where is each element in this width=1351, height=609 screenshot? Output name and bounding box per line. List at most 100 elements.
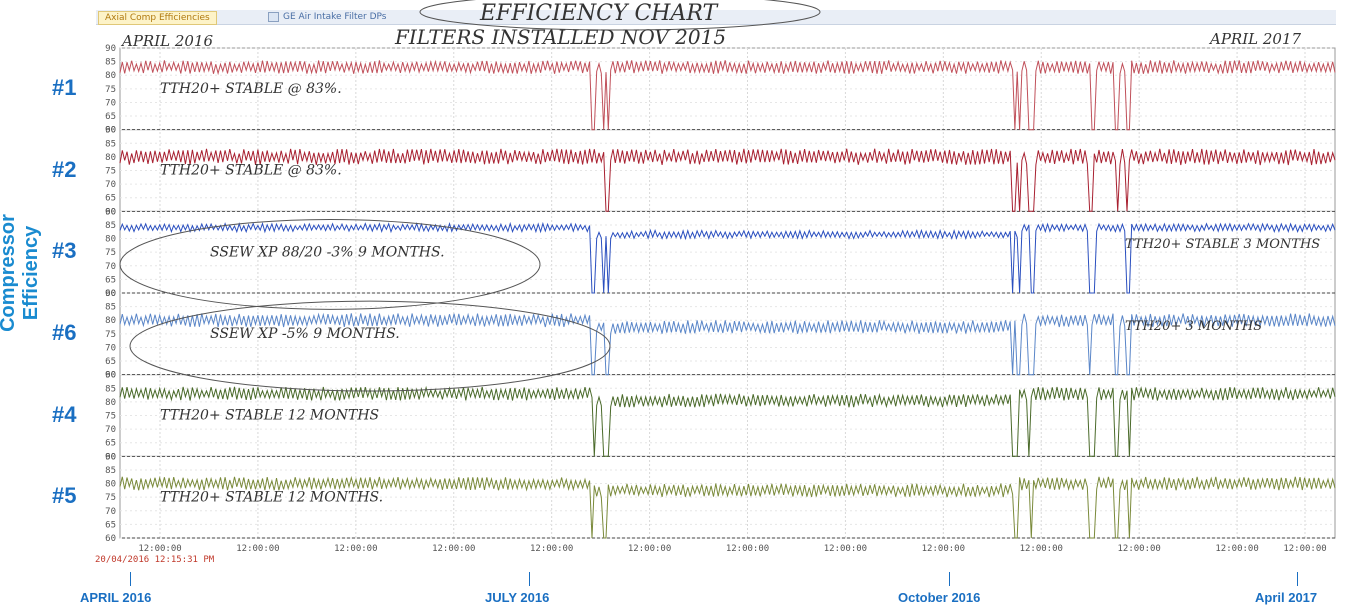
y-tick-label: 85 (105, 303, 116, 313)
x-tick-label: 12:00:00 (824, 544, 867, 554)
y-tick-label: 80 (105, 480, 116, 490)
bottom-tick (1297, 572, 1298, 586)
annotation-right: TTH20+ 3 MONTHS (1125, 319, 1262, 334)
y-tick-label: 60 (105, 289, 116, 299)
y-tick-label: 75 (105, 248, 116, 258)
y-tick-label: 90 (105, 452, 116, 462)
y-tick-label: 65 (105, 194, 116, 204)
handwritten-right-date: APRIL 2017 (1208, 30, 1302, 48)
x-tick-label: 12:00:00 (530, 544, 573, 554)
series-line-n6 (119, 312, 1336, 376)
series-line-n4 (119, 385, 1336, 457)
x-tick-label: 12:00:00 (236, 544, 279, 554)
x-tick-label: 12:00:00 (628, 544, 671, 554)
y-tick-label: 85 (105, 384, 116, 394)
x-tick-label: 12:00:00 (1215, 544, 1258, 554)
y-tick-label: 75 (105, 412, 116, 422)
row-label: #1 (52, 74, 77, 100)
annotation-circle (129, 300, 611, 392)
x-tick-label: 12:00:00 (138, 544, 181, 554)
annotation: TTH20+ STABLE 12 MONTHS. (160, 489, 383, 505)
y-tick-label: 80 (105, 71, 116, 81)
y-tick-label: 65 (105, 275, 116, 285)
annotation-right: TTH20+ STABLE 3 MONTHS (1125, 237, 1320, 252)
row-label: #6 (52, 319, 77, 345)
y-tick-label: 60 (105, 534, 116, 544)
bottom-tick (529, 572, 530, 586)
y-tick-label: 85 (105, 221, 116, 231)
y-tick-label: 90 (105, 371, 116, 381)
y-tick-label: 60 (105, 371, 116, 381)
annotation: SSEW XP -5% 9 MONTHS. (210, 326, 400, 342)
bottom-tick (949, 572, 950, 586)
row-label: #2 (52, 156, 77, 182)
handwritten-title: EFFICIENCY CHART (479, 1, 720, 26)
y-tick-label: 75 (105, 167, 116, 177)
chart-grid (119, 47, 1336, 539)
y-tick-label: 75 (105, 493, 116, 503)
annotation-circle (119, 218, 541, 310)
y-tick-label: 90 (105, 126, 116, 136)
bottom-period-label: APRIL 2016 (80, 590, 152, 605)
y-tick-label: 80 (105, 153, 116, 163)
tab-bar: Axial Comp Efficiencies GE Air Intake Fi… (96, 10, 1336, 25)
y-tick-label: 70 (105, 343, 116, 353)
annotation: TTH20+ STABLE 12 MONTHS (160, 408, 379, 424)
y-tick-label: 70 (105, 507, 116, 517)
row-label: #5 (52, 483, 77, 509)
y-tick-label: 60 (105, 126, 116, 136)
y-tick-label: 65 (105, 439, 116, 449)
y-tick-label: 60 (105, 207, 116, 217)
y-tick-label: 90 (105, 44, 116, 54)
y-tick-label: 80 (105, 235, 116, 245)
y-tick-label: 70 (105, 262, 116, 272)
y-tick-label: 85 (105, 139, 116, 149)
title-circle (419, 0, 821, 31)
tab-axial-comp-efficiencies[interactable]: Axial Comp Efficiencies (98, 11, 217, 25)
bottom-tick (130, 572, 131, 586)
chart-series (119, 59, 1336, 539)
handwritten-left-date: APRIL 2016 (120, 32, 214, 50)
y-tick-label: 65 (105, 357, 116, 367)
y-tick-label: 70 (105, 425, 116, 435)
y-tick-label: 70 (105, 98, 116, 108)
chart-icon (268, 11, 279, 22)
y-tick-label: 85 (105, 466, 116, 476)
y-tick-label: 85 (105, 58, 116, 68)
tab-label: GE Air Intake Filter DPs (283, 12, 387, 22)
annotation: SSEW XP 88/20 -3% 9 MONTHS. (210, 244, 445, 260)
handwritten-filters: FILTERS INSTALLED NOV 2015 (394, 25, 726, 49)
y-tick-label: 65 (105, 112, 116, 122)
x-tick-label: 12:00:00 (1283, 544, 1326, 554)
y-tick-label: 65 (105, 520, 116, 530)
chart-ticks: 12:00:00 12:00:00 12:00:00 12:00:00 12:00:00… (105, 44, 1327, 554)
series-line-n1 (119, 59, 1336, 131)
x-tick-label: 12:00:00 (432, 544, 475, 554)
bottom-period-label: JULY 2016 (485, 590, 550, 605)
y-tick-label: 80 (105, 316, 116, 326)
y-tick-label: 60 (105, 452, 116, 462)
handwritten-notes: TTH20+ STABLE @ 83%. TTH20+ STABLE @ 83%.… (119, 0, 1320, 505)
x-tick-label: 12:00:00 (922, 544, 965, 554)
bottom-period-label: April 2017 (1255, 590, 1318, 605)
annotation: TTH20+ STABLE @ 83%. (160, 81, 342, 97)
y-tick-label: 75 (105, 85, 116, 95)
x-tick-label: 12:00:00 (726, 544, 769, 554)
y-tick-label: 80 (105, 398, 116, 408)
row-label: #3 (52, 238, 77, 264)
x-tick-label: 12:00:00 (1020, 544, 1063, 554)
tab-ge-air-intake-filter-dps[interactable]: GE Air Intake Filter DPs (262, 11, 392, 23)
y-tick-label: 70 (105, 180, 116, 190)
series-line-n3 (119, 221, 1336, 294)
annotation: TTH20+ STABLE @ 83%. (160, 163, 342, 179)
bottom-period-label: October 2016 (898, 590, 981, 605)
x-tick-label: 12:00:00 (1117, 544, 1160, 554)
y-tick-label: 90 (105, 207, 116, 217)
x-tick-label: 12:00:00 (334, 544, 377, 554)
y-tick-label: 90 (105, 289, 116, 299)
series-line-n2 (119, 148, 1336, 212)
row-label: #4 (52, 401, 77, 427)
series-line-n5 (119, 475, 1336, 539)
timestamp: 20/04/2016 12:15:31 PM (95, 555, 215, 565)
